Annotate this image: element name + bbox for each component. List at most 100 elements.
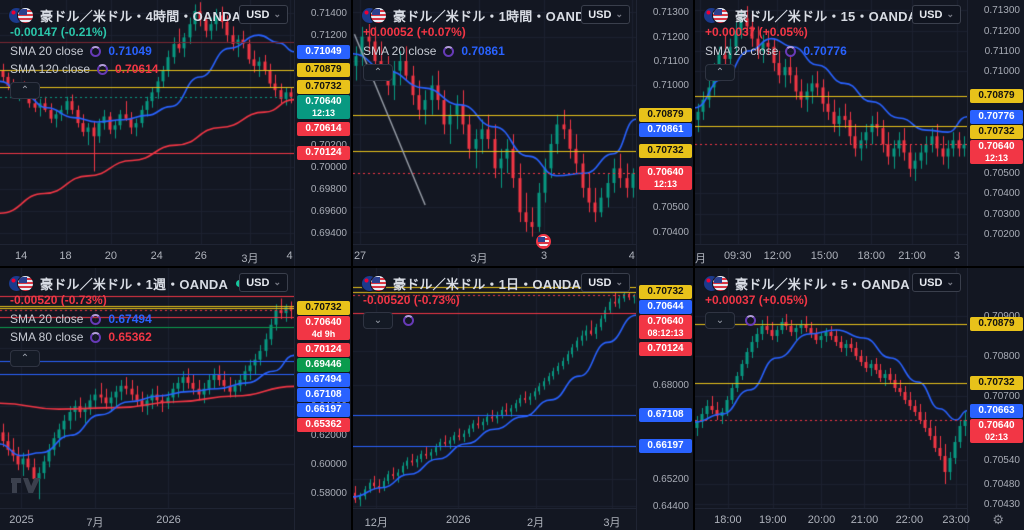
chevron-down-icon: ⌄ [946, 9, 954, 19]
currency-label: USD [246, 276, 270, 289]
indicator-label: SMA 120 close [10, 62, 91, 76]
indicator-row[interactable]: SMA 20 close 0.67494 [10, 310, 152, 328]
chevron-down-icon: ⌄ [946, 277, 954, 287]
price-scale-label: 0.68000 [652, 379, 689, 391]
legend-collapse-button[interactable]: ⌃ [363, 64, 393, 81]
economic-event-flag-icon[interactable] [536, 234, 552, 249]
price-change-label: +0.00052 (+0.07%) [363, 25, 466, 39]
legend-collapse-button[interactable]: ⌃ [10, 82, 40, 99]
time-axis-label: 19:00 [759, 514, 787, 526]
indicator-label: SMA 20 close [363, 44, 437, 58]
indicator-loading-icon [745, 315, 756, 326]
price-scale[interactable]: 0.71300 0.71200 0.71100 0.71000 0.70500 0.704… [967, 0, 1024, 266]
currency-dropdown[interactable]: USD ⌄ [912, 273, 961, 292]
chart-title[interactable]: 豪ドル／米ドル・4時間・OANDA [40, 9, 242, 24]
indicator-loading-icon [90, 331, 102, 343]
candlestick-chart[interactable] [353, 0, 636, 244]
chart-header: 豪ドル／米ドル・1週・OANDA [8, 274, 244, 293]
price-badge: 0.70663 [970, 403, 1023, 418]
time-axis-label: 23:00 [942, 514, 970, 526]
time-axis-label: 3 [540, 250, 548, 262]
price-change-label: -0.00147 (-0.21%) [10, 25, 107, 39]
time-axis-label: 15:00 [810, 250, 839, 262]
price-scale[interactable]: 0.70900 0.70800 0.70700 0.70540 0.70480 0.704… [967, 268, 1024, 530]
time-axis-label: 3月 [470, 253, 488, 265]
indicator-row[interactable]: SMA 20 close 0.70861 [363, 42, 505, 60]
price-badge: 0.70879 [970, 88, 1023, 103]
price-badge: 0.70640 4d 9h [297, 316, 350, 341]
chart-title[interactable]: 豪ドル／米ドル・1時間・OANDA [393, 9, 595, 24]
time-axis-label: 09:30 [723, 250, 752, 262]
price-badge: 0.70732 [297, 79, 350, 94]
indicator-legend: SMA 20 close 0.70861 [363, 42, 505, 60]
currency-dropdown[interactable]: USD ⌄ [581, 273, 630, 292]
time-axis[interactable]: 12月 2026 2月 3月 [353, 508, 636, 530]
legend-collapse-button[interactable]: ⌃ [10, 350, 40, 367]
chart-title[interactable]: 豪ドル／米ドル・5・OANDA [735, 277, 910, 292]
time-axis-label: 4 [286, 250, 293, 262]
price-scale[interactable]: 0.690000.680000.652000.644000.707320.706… [636, 268, 693, 530]
currency-pair-flag-icon [8, 7, 34, 24]
currency-label: USD [919, 8, 943, 21]
currency-label: USD [246, 8, 270, 21]
indicator-label: SMA 20 close [705, 44, 779, 58]
currency-dropdown[interactable]: USD ⌄ [912, 5, 961, 24]
price-scale-label: 0.70480 [983, 479, 1020, 490]
time-axis[interactable]: 18:00 19:00 20:00 21:00 22:00 23:00 [695, 508, 970, 530]
candlestick-chart[interactable] [0, 268, 294, 508]
candlestick-chart[interactable] [695, 0, 967, 244]
currency-label: USD [588, 8, 612, 21]
indicator-row[interactable]: SMA 120 close 0.70614 [10, 60, 158, 78]
indicator-label: SMA 20 close [10, 44, 84, 58]
time-axis-label: 21:00 [850, 514, 879, 526]
legend-collapse-button[interactable]: ⌃ [705, 64, 735, 81]
currency-dropdown[interactable]: USD ⌄ [239, 273, 288, 292]
price-scale[interactable]: 0.713000.712000.711000.710000.708000.705… [636, 0, 693, 266]
price-scale[interactable]: 0.680000.640000.620000.600000.580000.707… [294, 268, 351, 530]
indicator-row[interactable]: SMA 80 close 0.65362 [10, 328, 152, 346]
legend-collapse-button[interactable]: ⌄ [363, 312, 393, 329]
time-axis[interactable]: 月 09:30 12:00 15:00 18:00 21:00 3 [695, 244, 967, 266]
chart-title[interactable]: 豪ドル／米ドル・1日・OANDA [393, 277, 582, 292]
price-badge: 0.70732 [970, 124, 1023, 139]
indicator-loading-icon [90, 45, 102, 57]
price-badge: 0.67108 [639, 407, 692, 422]
time-axis-label: 4 [628, 250, 635, 262]
time-axis[interactable]: 14 18 20 24 26 3月 4 [0, 244, 294, 266]
price-scale[interactable]: 0.71400 0.71200 0.70200 0.70000 0.69800 0.696… [294, 0, 351, 266]
tradingview-logo[interactable] [10, 476, 44, 500]
candlestick-chart[interactable] [695, 268, 967, 508]
price-scale-label: 0.70430 [983, 499, 1020, 510]
price-badge: 0.69446 [297, 358, 350, 373]
price-scale-settings-gear-icon[interactable]: ⚙ [992, 512, 1004, 527]
currency-dropdown[interactable]: USD ⌄ [239, 5, 288, 24]
candlestick-chart[interactable] [353, 268, 636, 508]
price-badge: 0.67494 [297, 373, 350, 388]
time-axis-label: 2026 [446, 514, 471, 526]
time-axis-label: 18:00 [857, 250, 886, 262]
candlestick-chart[interactable] [0, 0, 294, 244]
price-badge: 0.70640 02:13 [970, 418, 1023, 443]
price-scale-label: 0.71400 [310, 8, 347, 20]
time-axis[interactable]: 27 3月 3 4 [353, 244, 636, 266]
price-badge: 0.66197 [639, 438, 692, 453]
price-badge: 0.70732 [639, 143, 692, 158]
currency-dropdown[interactable]: USD ⌄ [581, 5, 630, 24]
chart-title[interactable]: 豪ドル／米ドル・15・OANDA [735, 9, 918, 24]
price-scale-label: 0.70000 [310, 162, 347, 174]
price-scale-label: 0.70200 [983, 228, 1020, 240]
legend-collapse-button[interactable]: ⌄ [705, 312, 735, 329]
time-axis-label: 21:00 [898, 250, 926, 262]
price-badge: 0.70776 [970, 109, 1023, 124]
time-axis[interactable]: 2025 7月 2026 [0, 508, 294, 530]
indicator-row[interactable]: SMA 20 close 0.71049 [10, 42, 158, 60]
price-scale-label: 0.65200 [652, 474, 689, 486]
chart-header: 豪ドル／米ドル・1時間・OANDA [361, 6, 610, 25]
price-badge: 0.66197 [297, 403, 350, 418]
price-scale-label: 0.71200 [983, 25, 1020, 37]
indicator-row[interactable]: SMA 20 close 0.70776 [705, 42, 847, 60]
chart-title[interactable]: 豪ドル／米ドル・1週・OANDA [40, 277, 229, 292]
currency-label: USD [919, 276, 943, 289]
indicator-legend: SMA 20 close 0.67494 SMA 80 close 0.65362 [10, 310, 152, 346]
